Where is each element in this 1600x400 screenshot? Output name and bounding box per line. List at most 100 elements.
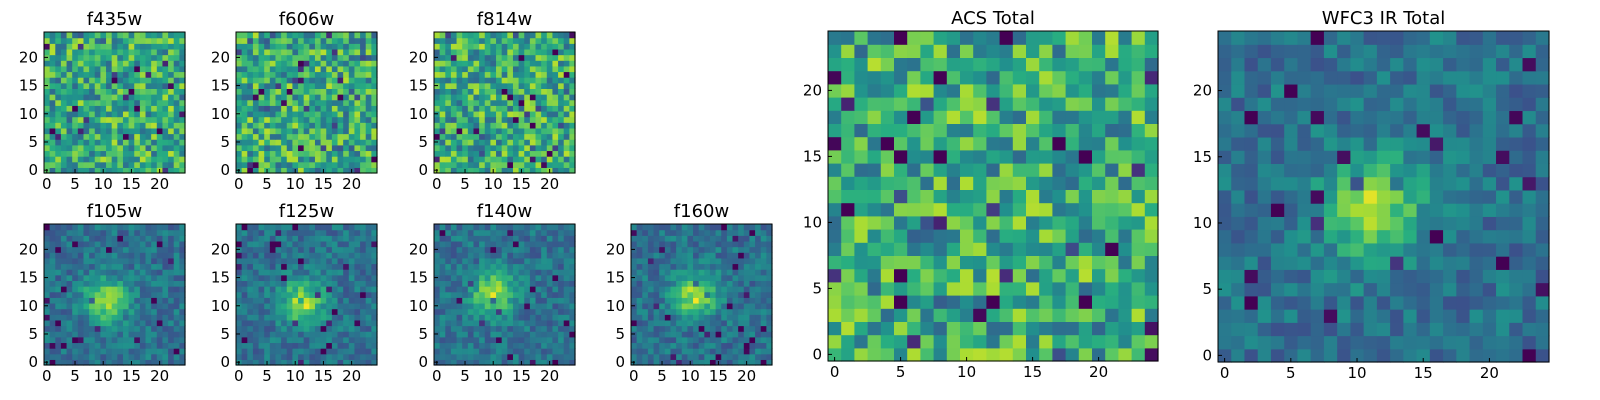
heatmap-cell xyxy=(693,263,700,270)
heatmap-cell xyxy=(72,229,79,236)
heatmap-cell xyxy=(371,274,378,281)
heatmap-cell xyxy=(309,308,316,315)
heatmap-cell xyxy=(709,302,717,310)
heatmap-cell xyxy=(151,342,158,349)
heatmap-cell xyxy=(693,297,700,304)
heatmap-cell xyxy=(252,331,260,338)
heatmap-cell xyxy=(535,167,542,174)
heatmap-cell xyxy=(738,353,745,360)
heatmap-cell xyxy=(456,37,463,44)
heatmap-cell xyxy=(766,263,773,270)
heatmap-cell xyxy=(269,331,277,338)
heatmap-cell xyxy=(111,331,118,338)
heatmap-cell xyxy=(563,37,570,44)
heatmap-cell xyxy=(117,297,124,304)
heatmap-cell xyxy=(676,359,683,366)
heatmap-cell xyxy=(541,235,548,242)
heatmap-cell xyxy=(326,65,333,73)
heatmap-cell xyxy=(518,342,525,349)
heatmap-cell xyxy=(434,291,441,298)
heatmap-cell xyxy=(94,229,101,236)
heatmap-cell xyxy=(89,127,96,135)
heatmap-cell xyxy=(151,37,158,44)
heatmap-cell xyxy=(854,255,869,270)
heatmap-cell xyxy=(94,144,101,152)
heatmap-cell xyxy=(434,127,441,135)
heatmap-cell xyxy=(518,133,525,140)
heatmap-cell xyxy=(569,32,576,39)
heatmap-cell xyxy=(286,274,293,281)
heatmap-cell xyxy=(241,274,248,281)
heatmap-cell xyxy=(173,48,180,56)
heatmap-cell xyxy=(55,342,62,349)
heatmap-cell xyxy=(348,240,356,248)
heatmap-cell xyxy=(145,246,152,253)
heatmap-cell xyxy=(106,353,113,360)
heatmap-cell xyxy=(100,246,107,253)
heatmap-cell xyxy=(445,167,452,174)
heatmap-cell xyxy=(55,167,62,174)
heatmap-cell xyxy=(122,71,130,78)
heatmap-cell xyxy=(111,65,118,73)
heatmap-cell xyxy=(946,255,961,270)
heatmap-cell xyxy=(496,240,503,248)
heatmap-cell xyxy=(320,246,327,253)
heatmap-cell xyxy=(933,334,948,349)
heatmap-cell xyxy=(60,240,68,248)
heatmap-cell xyxy=(360,161,367,168)
heatmap-cell xyxy=(484,291,491,298)
heatmap-cell xyxy=(292,235,299,242)
heatmap-cell xyxy=(681,291,688,298)
heatmap-cell xyxy=(72,105,79,112)
heatmap-cell xyxy=(462,235,469,242)
heatmap-cell xyxy=(298,297,305,304)
x-tick-label: 0 xyxy=(42,367,52,385)
heatmap-cell xyxy=(490,60,497,67)
heatmap-cell xyxy=(760,246,767,253)
heatmap-cell xyxy=(558,139,565,146)
heatmap-cell xyxy=(168,156,175,163)
heatmap-cell xyxy=(72,263,79,270)
heatmap-cell xyxy=(664,235,672,242)
heatmap-cell xyxy=(999,189,1014,204)
heatmap-cell xyxy=(179,133,186,140)
heatmap-cell xyxy=(439,167,446,174)
heatmap-cell xyxy=(247,54,254,61)
heatmap-cell xyxy=(755,325,762,332)
heatmap-cell xyxy=(264,308,271,315)
heatmap-cell xyxy=(973,202,987,217)
heatmap-cell xyxy=(490,297,497,304)
heatmap-cell xyxy=(156,257,164,265)
heatmap-cell xyxy=(558,297,565,304)
heatmap-cell xyxy=(337,280,344,287)
heatmap-cell xyxy=(569,122,576,129)
heatmap-cell xyxy=(331,116,339,123)
heatmap-cell xyxy=(631,252,638,259)
heatmap-cell xyxy=(269,139,277,146)
heatmap-cell xyxy=(484,156,491,163)
heatmap-cell xyxy=(541,342,548,349)
heatmap-cell xyxy=(66,359,73,366)
heatmap-cell xyxy=(128,71,135,78)
heatmap-cell xyxy=(1012,295,1027,309)
heatmap-cell xyxy=(687,353,694,360)
heatmap-cell xyxy=(563,82,570,89)
heatmap-cell xyxy=(726,252,734,259)
x-tick-label: 15 xyxy=(512,175,531,193)
heatmap-cell xyxy=(179,302,186,310)
heatmap-cell xyxy=(507,291,514,298)
heatmap-cell xyxy=(518,110,525,118)
heatmap-cell xyxy=(552,263,559,270)
heatmap-cell xyxy=(569,144,576,152)
heatmap-cell xyxy=(49,60,56,67)
heatmap-cell xyxy=(122,359,130,366)
heatmap-cell xyxy=(365,161,372,168)
heatmap-cell xyxy=(139,286,147,293)
heatmap-cell xyxy=(247,325,254,332)
heatmap-cell xyxy=(111,348,118,355)
heatmap-cell xyxy=(72,353,79,360)
heatmap-cell xyxy=(247,150,254,157)
heatmap-cell xyxy=(326,274,333,281)
heatmap-cell xyxy=(275,291,282,298)
heatmap-cell xyxy=(473,144,480,152)
